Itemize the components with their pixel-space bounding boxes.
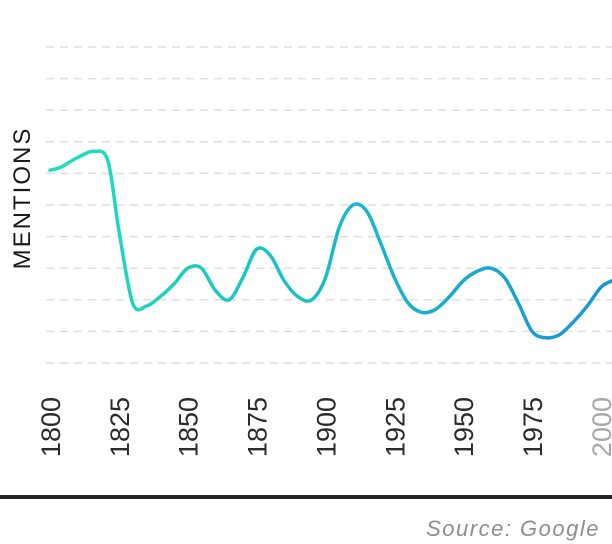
x-tick-label: 1900 [312, 397, 342, 457]
source-note: Source: Google [426, 516, 600, 541]
grid-lines [46, 46, 612, 364]
x-tick-label: 1850 [174, 397, 204, 457]
x-tick-labels: 1800 1825 1850 1875 1900 1925 1950 1975 2000 [36, 397, 612, 457]
chart: MENTIONS 1800 1825 1850 1875 1900 1925 1950 197… [0, 46, 612, 499]
x-tick-label: 1875 [243, 397, 273, 457]
x-tick-label: 1975 [518, 397, 548, 457]
series-line [48, 149, 612, 340]
x-tick-label: 1825 [105, 397, 135, 457]
x-tick-label: 2000 [587, 397, 612, 457]
x-tick-label: 1800 [36, 397, 66, 457]
y-axis-label: MENTIONS [9, 127, 36, 270]
x-tick-label: 1925 [380, 397, 410, 457]
x-tick-label: 1950 [449, 397, 479, 457]
